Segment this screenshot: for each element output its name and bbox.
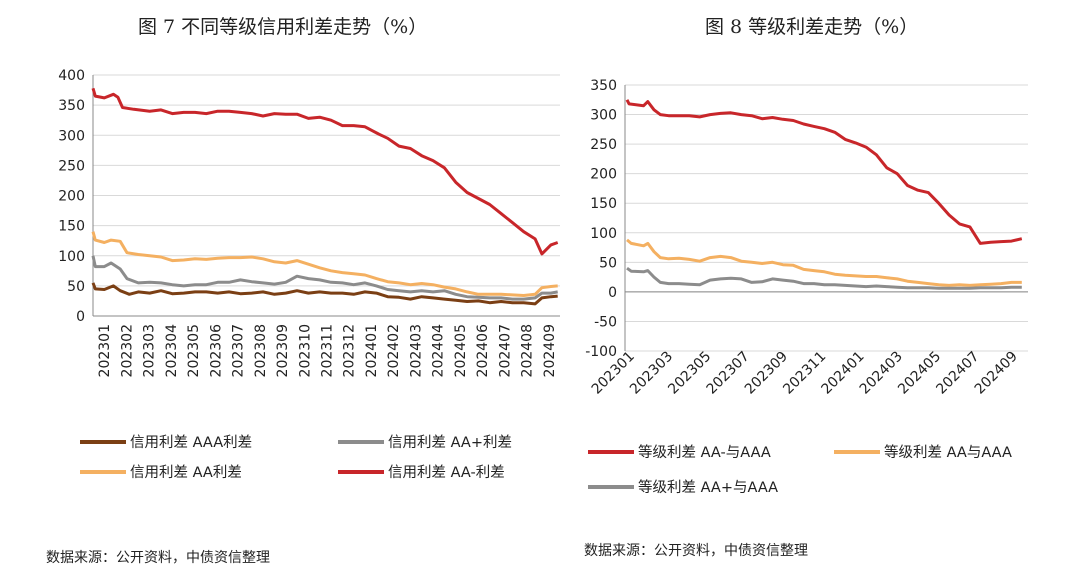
legend-label: 信用利差 AA利差 <box>130 464 242 481</box>
y-tick-label: 200 <box>58 189 85 205</box>
x-tick-label: 202301 <box>97 324 113 377</box>
x-tick-label: 202306 <box>208 324 224 378</box>
y-tick-label: 50 <box>67 279 85 295</box>
legend-label: 信用利差 AAA利差 <box>130 434 252 451</box>
chart-2: -100-50050100150200250300350202301202303… <box>585 78 1028 496</box>
legend-label: 信用利差 AA-利差 <box>388 464 505 481</box>
y-tick-label: 250 <box>58 158 85 174</box>
y-tick-label: 350 <box>58 98 85 114</box>
x-tick-label: 202307 <box>231 324 247 377</box>
x-tick-label: 202406 <box>475 324 491 378</box>
x-tick-label: 202302 <box>119 324 135 377</box>
y-tick-label: 250 <box>590 137 617 153</box>
series-line <box>91 282 558 306</box>
legend-label: 等级利差 AA-与AAA <box>638 443 771 461</box>
y-tick-label: 0 <box>608 285 617 301</box>
right-chart-title: 图 8 等级利差走势（%） <box>705 16 919 38</box>
y-tick-label: 350 <box>590 78 617 94</box>
legend-label: 等级利差 AA与AAA <box>884 443 1012 461</box>
y-tick-label: 150 <box>58 219 85 235</box>
series-line <box>91 231 558 297</box>
x-tick-label: 202405 <box>453 324 469 377</box>
x-tick-label: 202308 <box>253 324 269 377</box>
series-line <box>625 99 1023 245</box>
series-line <box>626 266 1022 290</box>
y-tick-label: 400 <box>58 68 85 84</box>
right-source-note: 数据来源：公开资料，中债资信整理 <box>584 543 808 559</box>
x-tick-label: 202305 <box>186 324 202 377</box>
x-tick-label: 202401 <box>364 324 380 377</box>
x-tick-label: 202409 <box>972 349 1021 398</box>
x-tick-label: 202304 <box>164 324 180 378</box>
x-tick-label: 202310 <box>297 324 313 377</box>
legend-label: 信用利差 AA+利差 <box>388 434 512 451</box>
left-source-note: 数据来源：公开资料，中债资信整理 <box>46 550 270 566</box>
x-tick-label: 202402 <box>386 324 402 377</box>
y-tick-label: -50 <box>594 314 617 330</box>
x-tick-label: 202311 <box>320 324 336 377</box>
x-tick-label: 202409 <box>542 324 558 377</box>
y-tick-label: 150 <box>590 196 617 212</box>
y-tick-label: 300 <box>590 108 617 124</box>
x-tick-label: 202309 <box>275 324 291 377</box>
x-tick-label: 202303 <box>142 324 158 377</box>
series-line <box>626 238 1022 287</box>
left-chart-title: 图 7 不同等级信用利差走势（%） <box>138 16 428 38</box>
y-tick-label: 200 <box>590 167 617 183</box>
y-tick-label: 50 <box>599 255 617 271</box>
y-tick-label: 300 <box>58 128 85 144</box>
series-line <box>91 87 559 256</box>
legend-label: 等级利差 AA+与AAA <box>638 478 778 496</box>
chart-1: 0 50 100 150 200 250 300 350 400 202301 202302 2023… <box>58 68 560 481</box>
y-tick-label: 100 <box>590 226 617 242</box>
y-tick-label: 100 <box>58 249 85 265</box>
y-tick-label: -100 <box>585 344 617 360</box>
y-tick-label: 0 <box>76 309 85 325</box>
series-line <box>91 255 558 301</box>
x-tick-label: 202312 <box>342 324 358 377</box>
x-tick-label: 202408 <box>520 324 536 377</box>
x-tick-label: 202404 <box>431 324 447 378</box>
x-tick-label: 202403 <box>408 324 424 377</box>
x-tick-label: 202407 <box>497 324 513 377</box>
